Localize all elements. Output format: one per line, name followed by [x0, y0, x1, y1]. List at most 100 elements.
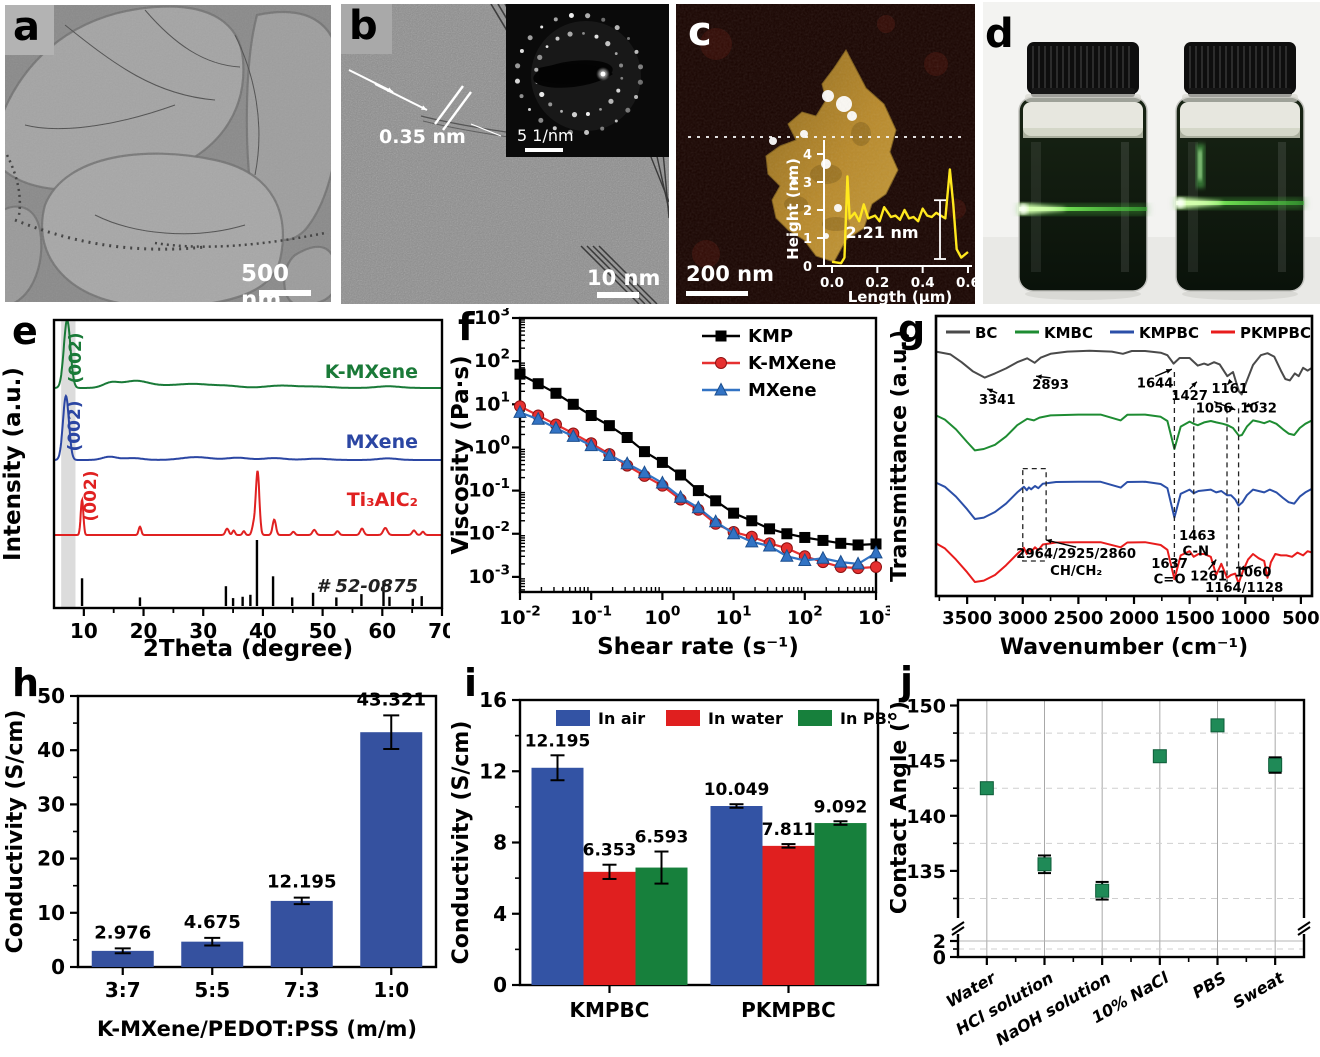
svg-text:0: 0 [803, 260, 812, 275]
svg-text:8: 8 [493, 831, 507, 855]
svg-text:10-3: 10-3 [468, 562, 510, 588]
saed-scale-label: 5 1/nm [517, 126, 574, 145]
svg-text:3:7: 3:7 [105, 978, 141, 1002]
conductivity-ratio-bar-chart: 0 10 20 30 40 50 3:7 2.976 5:5 4.675 7:3 12.195 1:0 4… [3, 684, 438, 1041]
svg-text:2500: 2500 [1053, 608, 1103, 629]
svg-text:Conductivity (S/cm): Conductivity (S/cm) [3, 710, 28, 954]
svg-text:0: 0 [933, 947, 946, 969]
marker-HCl solution [1037, 857, 1052, 872]
svg-text:Sweat: Sweat [1230, 967, 1289, 1012]
svg-text:Contact Angle (°): Contact Angle (°) [890, 701, 912, 914]
svg-text:3: 3 [803, 176, 812, 191]
svg-text:(002): (002) [65, 400, 85, 451]
svg-text:60: 60 [368, 619, 396, 643]
svg-text:PKMPBC: PKMPBC [741, 998, 836, 1022]
svg-text:1161: 1161 [1211, 382, 1248, 397]
svg-text:Ti₃AlC₂: Ti₃AlC₂ [347, 489, 418, 511]
d-spacing-label: 0.35 nm [379, 126, 466, 148]
panel-label-b: b [341, 4, 392, 54]
svg-text:40: 40 [249, 619, 277, 643]
ftir-series-PKMPBC [935, 541, 1313, 585]
svg-text:100: 100 [474, 433, 510, 459]
svg-text:10-2: 10-2 [499, 603, 541, 629]
svg-text:12: 12 [479, 759, 507, 783]
svg-text:2Theta (degree): 2Theta (degree) [143, 636, 353, 662]
panel-h: 0 10 20 30 40 50 3:7 2.976 5:5 4.675 7:3 12.195 1:0 4… [0, 662, 450, 1057]
svg-text:0: 0 [51, 955, 65, 979]
svg-text:20: 20 [130, 619, 158, 643]
svg-text:1644: 1644 [1137, 376, 1174, 391]
scale-bar-label: 500 nm [241, 261, 290, 313]
svg-text:PBS: PBS [1189, 968, 1229, 1002]
panel-label-e: e [12, 309, 38, 353]
svg-text:150: 150 [906, 696, 946, 718]
panel-label-j: j [900, 659, 914, 703]
tyndall-effect-vials-photo [983, 2, 1320, 304]
svg-text:5:5: 5:5 [194, 978, 230, 1002]
scale-bar [597, 292, 639, 298]
svg-text:Conductivity (S/cm): Conductivity (S/cm) [450, 721, 474, 965]
svg-text:6.353: 6.353 [583, 841, 637, 861]
panel-b: b 0.35 nm 5 1/nm 10 nm [341, 4, 669, 304]
svg-text:MXene: MXene [748, 380, 817, 401]
svg-text:0: 0 [493, 973, 507, 997]
panel-label-d: d [985, 11, 1014, 57]
panel-g: 3341 2893 1644 1427 1161 1056 1032 2964/2925/28… [890, 308, 1320, 662]
svg-text:7.811: 7.811 [762, 820, 816, 840]
afm-height-profile: 0 1 2 3 4 0.0 0.2 0.4 0.6Length (μm) Height (nm) 2… [784, 140, 975, 304]
svg-text:K-MXene/PEDOT:PSS (m/m): K-MXene/PEDOT:PSS (m/m) [97, 1017, 417, 1041]
svg-text:2: 2 [933, 931, 946, 953]
ftir-series-KMBC [935, 413, 1313, 452]
svg-text:2: 2 [803, 204, 812, 219]
svg-text:1500: 1500 [1165, 608, 1215, 629]
svg-text:2000: 2000 [1109, 608, 1159, 629]
svg-text:# 52-0875: # 52-0875 [317, 576, 418, 597]
svg-text:In water: In water [708, 709, 783, 728]
hrtem-image-with-saed-inset [341, 4, 669, 304]
svg-text:10: 10 [37, 901, 65, 925]
svg-text:C-N: C-N [1183, 544, 1210, 559]
marker-PBS [1210, 718, 1225, 733]
panel-a: a 500 nm [5, 5, 331, 313]
svg-text:16: 16 [479, 688, 507, 712]
svg-text:4: 4 [803, 148, 812, 163]
tem-image-low-mag [5, 5, 331, 302]
svg-text:1:0: 1:0 [373, 978, 409, 1002]
svg-text:10-1: 10-1 [570, 603, 612, 629]
x-label-Sweat: Sweat [1230, 967, 1289, 1012]
svg-text:1164/1128: 1164/1128 [1205, 581, 1283, 596]
bar-PKMPBC-In PBS [814, 823, 867, 985]
svg-text:0.6: 0.6 [956, 275, 975, 291]
svg-text:1: 1 [803, 232, 812, 247]
svg-text:Shear rate (s⁻¹): Shear rate (s⁻¹) [597, 634, 799, 660]
bar-KMPBC-In air [531, 767, 584, 985]
bar-7:3 [270, 900, 333, 967]
svg-text:C=O: C=O [1154, 572, 1186, 587]
svg-text:0.0: 0.0 [820, 275, 844, 291]
svg-text:0.2: 0.2 [865, 275, 889, 291]
afm-image-with-height-profile: 0 1 2 3 4 0.0 0.2 0.4 0.6Length (μm) Height (nm) 2… [676, 4, 975, 304]
svg-text:Transmittance (a.u.): Transmittance (a.u.) [890, 330, 912, 582]
svg-text:0.4: 0.4 [911, 275, 935, 291]
marker-NaOH solution [1095, 883, 1110, 898]
marker-10% NaCl [1152, 749, 1167, 764]
bar-KMPBC-In water [583, 871, 636, 985]
svg-text:1032: 1032 [1240, 402, 1277, 417]
scale-bar-label: 200 nm [686, 262, 774, 286]
svg-text:K-MXene: K-MXene [748, 353, 836, 374]
svg-text:BC: BC [975, 324, 997, 342]
svg-text:2964/2925/2860: 2964/2925/2860 [1016, 547, 1136, 562]
svg-text:1000: 1000 [1220, 608, 1270, 629]
viscosity-series-MXene [513, 404, 883, 570]
svg-text:10-1: 10-1 [468, 476, 510, 502]
svg-text:7:3: 7:3 [284, 978, 320, 1002]
svg-text:9.092: 9.092 [814, 797, 868, 817]
svg-text:2.21 nm: 2.21 nm [845, 223, 918, 242]
svg-text:145: 145 [906, 751, 946, 773]
xrd-series-MXene [54, 393, 442, 461]
svg-text:103: 103 [858, 603, 890, 629]
svg-text:KMPBC: KMPBC [570, 998, 650, 1022]
